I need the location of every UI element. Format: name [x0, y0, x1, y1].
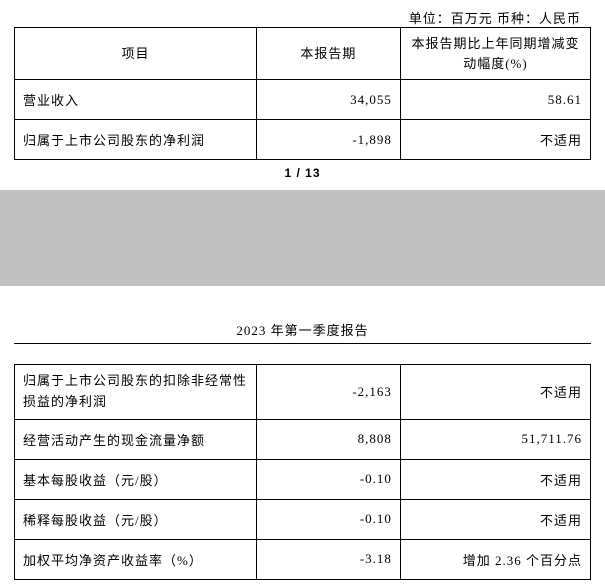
page1-section: 单位：百万元 币种：人民币 项目 本报告期 本报告期比上年同期增减变动幅度(%)… [0, 0, 605, 190]
table-row: 稀释每股收益（元/股） -0.10 不适用 [15, 499, 591, 539]
financial-table-2: 归属于上市公司股东的扣除非经常性损益的净利润 -2,163 不适用 经营活动产生… [14, 364, 591, 580]
unit-line: 单位：百万元 币种：人民币 [14, 6, 591, 27]
header-item: 项目 [15, 28, 257, 80]
table-row: 经营活动产生的现金流量净额 8,808 51,711.76 [15, 419, 591, 459]
row-label: 加权平均净资产收益率（%） [15, 539, 257, 579]
row-period: -1,898 [256, 120, 400, 160]
page2-table-section: 归属于上市公司股东的扣除非经常性损益的净利润 -2,163 不适用 经营活动产生… [0, 364, 605, 584]
row-label: 基本每股收益（元/股） [15, 459, 257, 499]
row-change: 不适用 [400, 499, 590, 539]
row-period: -0.10 [256, 459, 400, 499]
row-period: 34,055 [256, 80, 400, 120]
table-header-row: 项目 本报告期 本报告期比上年同期增减变动幅度(%) [15, 28, 591, 80]
row-change: 51,711.76 [400, 419, 590, 459]
header-period: 本报告期 [256, 28, 400, 80]
row-change: 58.61 [400, 80, 590, 120]
row-label: 稀释每股收益（元/股） [15, 499, 257, 539]
row-change: 不适用 [400, 120, 590, 160]
report-title: 2023 年第一季度报告 [14, 286, 591, 343]
row-label: 归属于上市公司股东的扣除非经常性损益的净利润 [15, 365, 257, 420]
row-period: -0.10 [256, 499, 400, 539]
page-number: 1 / 13 [14, 160, 591, 186]
table-row: 基本每股收益（元/股） -0.10 不适用 [15, 459, 591, 499]
table-row: 归属于上市公司股东的净利润 -1,898 不适用 [15, 120, 591, 160]
page-gap [0, 190, 605, 286]
table-row: 加权平均净资产收益率（%） -3.18 增加 2.36 个百分点 [15, 539, 591, 579]
row-period: 8,808 [256, 419, 400, 459]
table-row: 归属于上市公司股东的扣除非经常性损益的净利润 -2,163 不适用 [15, 365, 591, 420]
row-label: 营业收入 [15, 80, 257, 120]
page2-section: 2023 年第一季度报告 [0, 286, 605, 343]
row-change: 不适用 [400, 459, 590, 499]
financial-table-1: 项目 本报告期 本报告期比上年同期增减变动幅度(%) 营业收入 34,055 5… [14, 27, 591, 160]
row-period: -2,163 [256, 365, 400, 420]
row-label: 归属于上市公司股东的净利润 [15, 120, 257, 160]
row-period: -3.18 [256, 539, 400, 579]
header-change: 本报告期比上年同期增减变动幅度(%) [400, 28, 590, 80]
title-underline [14, 343, 591, 344]
row-label: 经营活动产生的现金流量净额 [15, 419, 257, 459]
row-change: 不适用 [400, 365, 590, 420]
row-change: 增加 2.36 个百分点 [400, 539, 590, 579]
table-row: 营业收入 34,055 58.61 [15, 80, 591, 120]
